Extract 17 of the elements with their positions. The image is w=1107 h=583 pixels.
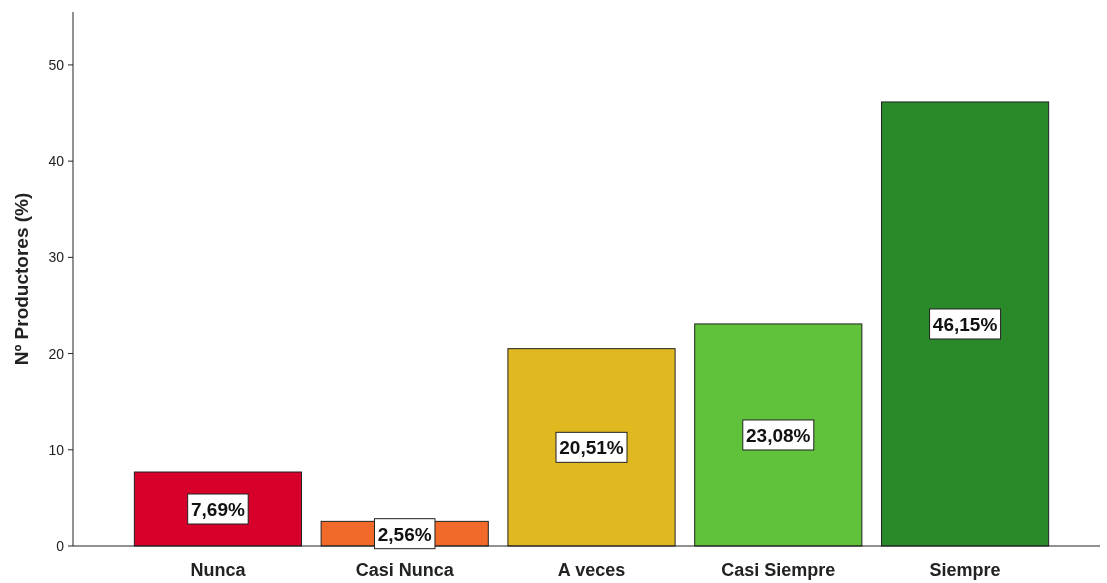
data-label: 46,15% — [932, 313, 998, 335]
data-label: 23,08% — [746, 424, 811, 446]
y-tick-label: 50 — [48, 56, 65, 73]
x-tick-label: Nunca — [190, 560, 247, 580]
data-label: 7,69% — [190, 499, 245, 520]
x-tick-label: Siempre — [929, 560, 1001, 580]
y-tick-label: 40 — [48, 153, 65, 170]
x-tick-label: A veces — [557, 560, 626, 580]
data-label: 2,56% — [377, 523, 432, 545]
y-tick-label: 20 — [48, 345, 65, 362]
y-tick-label: 0 — [56, 538, 65, 554]
x-tick-label: Casi Nunca — [355, 560, 455, 580]
data-label: 20,51% — [559, 437, 624, 459]
y-tick-label: 10 — [48, 441, 65, 458]
y-axis-title: Nº Productores (%) — [11, 192, 32, 366]
y-tick-label: 30 — [48, 249, 65, 266]
x-tick-label: Casi Siempre — [721, 560, 836, 580]
